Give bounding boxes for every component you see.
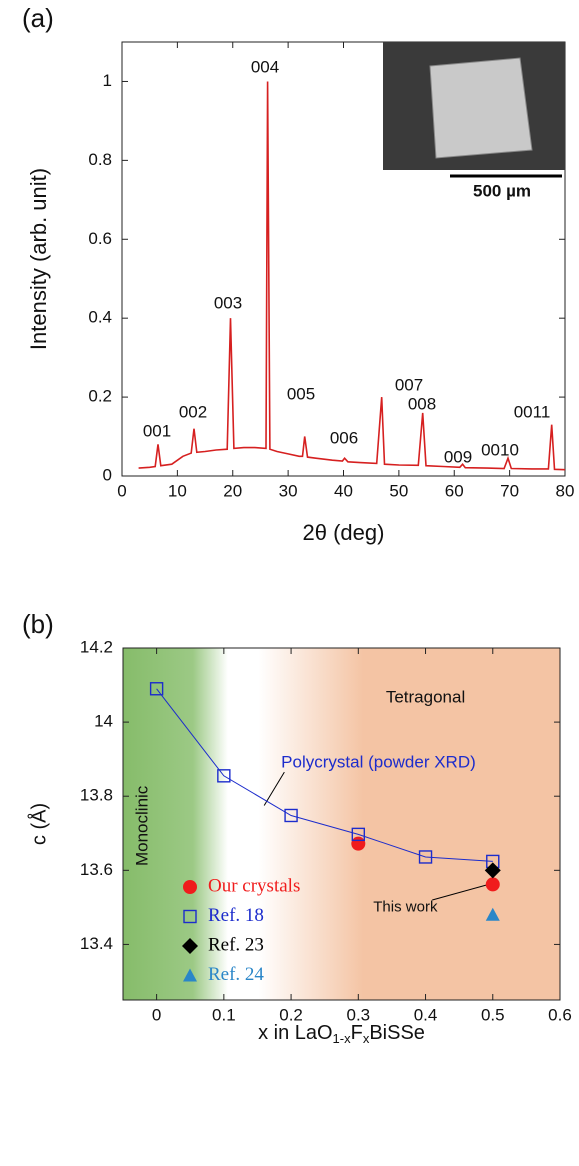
peak-label: 0011 [514,402,551,421]
x-tick-label: 60 [445,481,464,500]
y-tick-label: 13.8 [80,786,113,805]
x-tick-label: 10 [168,481,187,500]
data-point [485,877,500,892]
x-tick-label: 50 [389,481,408,500]
y-tick-label: 1 [103,71,112,90]
x-tick-label: 0.4 [414,1005,438,1024]
x-label-part: x [363,1031,370,1046]
legend-label: Ref. 24 [208,964,264,985]
legend-label: Ref. 18 [208,905,264,926]
region-label: Tetragonal [386,688,465,707]
peak-label: 003 [214,293,242,312]
y-tick-label: 14 [94,712,113,731]
data-point [484,862,501,879]
x-axis-label: x in LaO1-xFxBiSSe [258,1022,425,1046]
panel-label: (b) [22,609,54,639]
x-tick-label: 0 [117,481,126,500]
x-label-part: 1-x [333,1031,352,1046]
region-label: Monoclinic [133,785,152,866]
x-tick-label: 0.1 [212,1005,236,1024]
x-tick-label: 80 [556,481,575,500]
y-axis-label: c (Å) [27,803,50,845]
legend-marker [182,938,198,954]
x-tick-label: 70 [500,481,519,500]
y-axis-label: Intensity (arb. unit) [26,168,51,350]
data-point [351,836,366,851]
x-label-part: x in LaO [258,1022,332,1044]
x-tick-label: 0.3 [346,1005,370,1024]
peak-label: 009 [444,447,472,466]
legend-label: Ref. 23 [208,934,264,955]
x-label-part: F [351,1022,363,1044]
x-tick-label: 0.6 [548,1005,572,1024]
legend-marker [183,968,197,982]
peak-label: 0010 [481,440,519,459]
y-tick-label: 0.8 [88,150,112,169]
y-tick-label: 0 [103,465,112,484]
x-label-part: BiSSe [369,1022,425,1044]
y-tick-label: 13.4 [80,934,113,953]
panel-label: (a) [22,3,54,33]
annotation: This work [373,898,438,915]
peak-label: 006 [330,428,358,447]
series-line [156,688,493,862]
peak-label: 001 [143,421,171,440]
xrd-curve [138,81,566,471]
peak-label: 002 [179,402,207,421]
data-point [284,808,298,823]
annotation: Polycrystal (powder XRD) [281,752,476,771]
crystal [429,57,533,159]
peak-label: 004 [251,57,279,76]
peak-label: 005 [287,384,315,403]
legend-label: Our crystals [208,875,300,896]
x-tick-label: 0.5 [481,1005,505,1024]
x-tick-label: 30 [279,481,298,500]
leader [432,884,487,901]
plot-frame [122,647,561,1001]
leader [263,771,285,806]
x-tick-label: 20 [223,481,242,500]
y-tick-label: 0.2 [88,387,112,406]
y-tick-label: 13.6 [80,860,113,879]
data-point [217,769,231,783]
legend-marker [183,909,197,924]
scale-label: 500 µm [473,181,531,200]
x-tick-label: 0 [152,1005,161,1024]
data-point [149,682,164,696]
data-point [485,907,500,921]
y-tick-label: 0.6 [88,229,112,248]
x-tick-label: 0.2 [279,1005,303,1024]
data-point [418,850,433,864]
peak-label: 007 [395,375,423,394]
phase-background [123,648,560,1000]
legend-marker [183,880,197,894]
y-tick-label: 0.4 [88,308,112,327]
x-tick-label: 40 [334,481,353,500]
y-tick-label: 14.2 [80,637,113,656]
x-axis-label: 2θ (deg) [303,520,385,545]
peak-label: 008 [408,394,436,413]
data-point [351,827,366,842]
